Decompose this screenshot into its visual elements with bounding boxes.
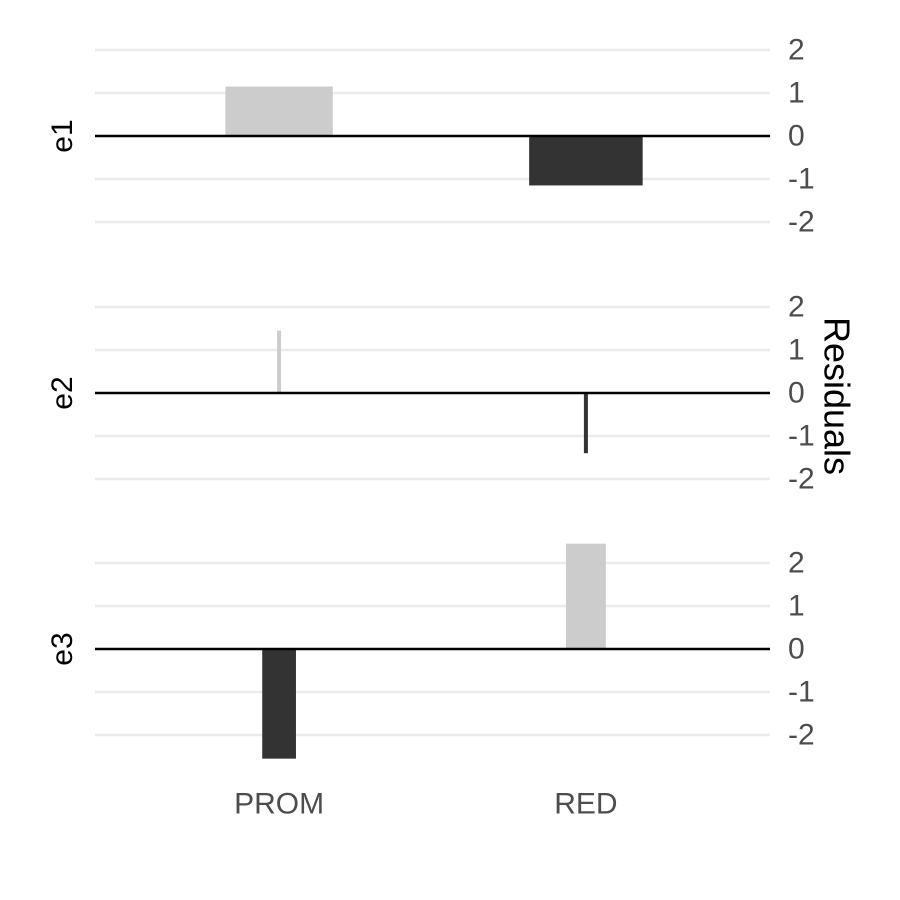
y-tick-label: 0 [788, 120, 805, 153]
y-axis-title: Residuals [816, 317, 857, 475]
y-tick-label: 0 [788, 377, 805, 410]
bar-e2-red [583, 393, 588, 454]
bar-e3-red [565, 543, 606, 649]
facet-panels: 2 1 0 -1 -2 e1 2 1 0 -1 -2 e2 2 1 0 -1 -2 e3 [46, 34, 815, 759]
y-tick-label: -2 [788, 463, 815, 496]
x-axis: PROM RED [234, 788, 617, 821]
y-tick-label: -2 [788, 206, 815, 239]
x-tick-label-prom: PROM [234, 788, 324, 821]
y-tick-label: -1 [788, 163, 815, 196]
y-tick-label: 1 [788, 334, 805, 367]
y-tick-label: -1 [788, 676, 815, 709]
x-tick-label-red: RED [554, 788, 617, 821]
y-tick-label: 2 [788, 34, 805, 67]
y-tick-label: 0 [788, 633, 805, 666]
facet-label-e3: e3 [46, 632, 79, 665]
bar-e1-red [529, 136, 643, 186]
facet-e3: 2 1 0 -1 -2 e3 [46, 543, 815, 759]
y-tick-label: 1 [788, 590, 805, 623]
bar-e1-prom [225, 86, 333, 136]
bar-e3-prom [262, 649, 296, 759]
y-tick-label: 2 [788, 547, 805, 580]
facet-e2: 2 1 0 -1 -2 e2 [46, 291, 815, 496]
facet-e1: 2 1 0 -1 -2 e1 [46, 34, 815, 239]
y-tick-label: 1 [788, 77, 805, 110]
y-tick-label: -1 [788, 420, 815, 453]
facet-label-e2: e2 [46, 376, 79, 409]
facet-label-e1: e1 [46, 119, 79, 152]
bar-e2-prom [277, 330, 282, 393]
y-tick-label: -2 [788, 719, 815, 752]
y-tick-label: 2 [788, 291, 805, 324]
